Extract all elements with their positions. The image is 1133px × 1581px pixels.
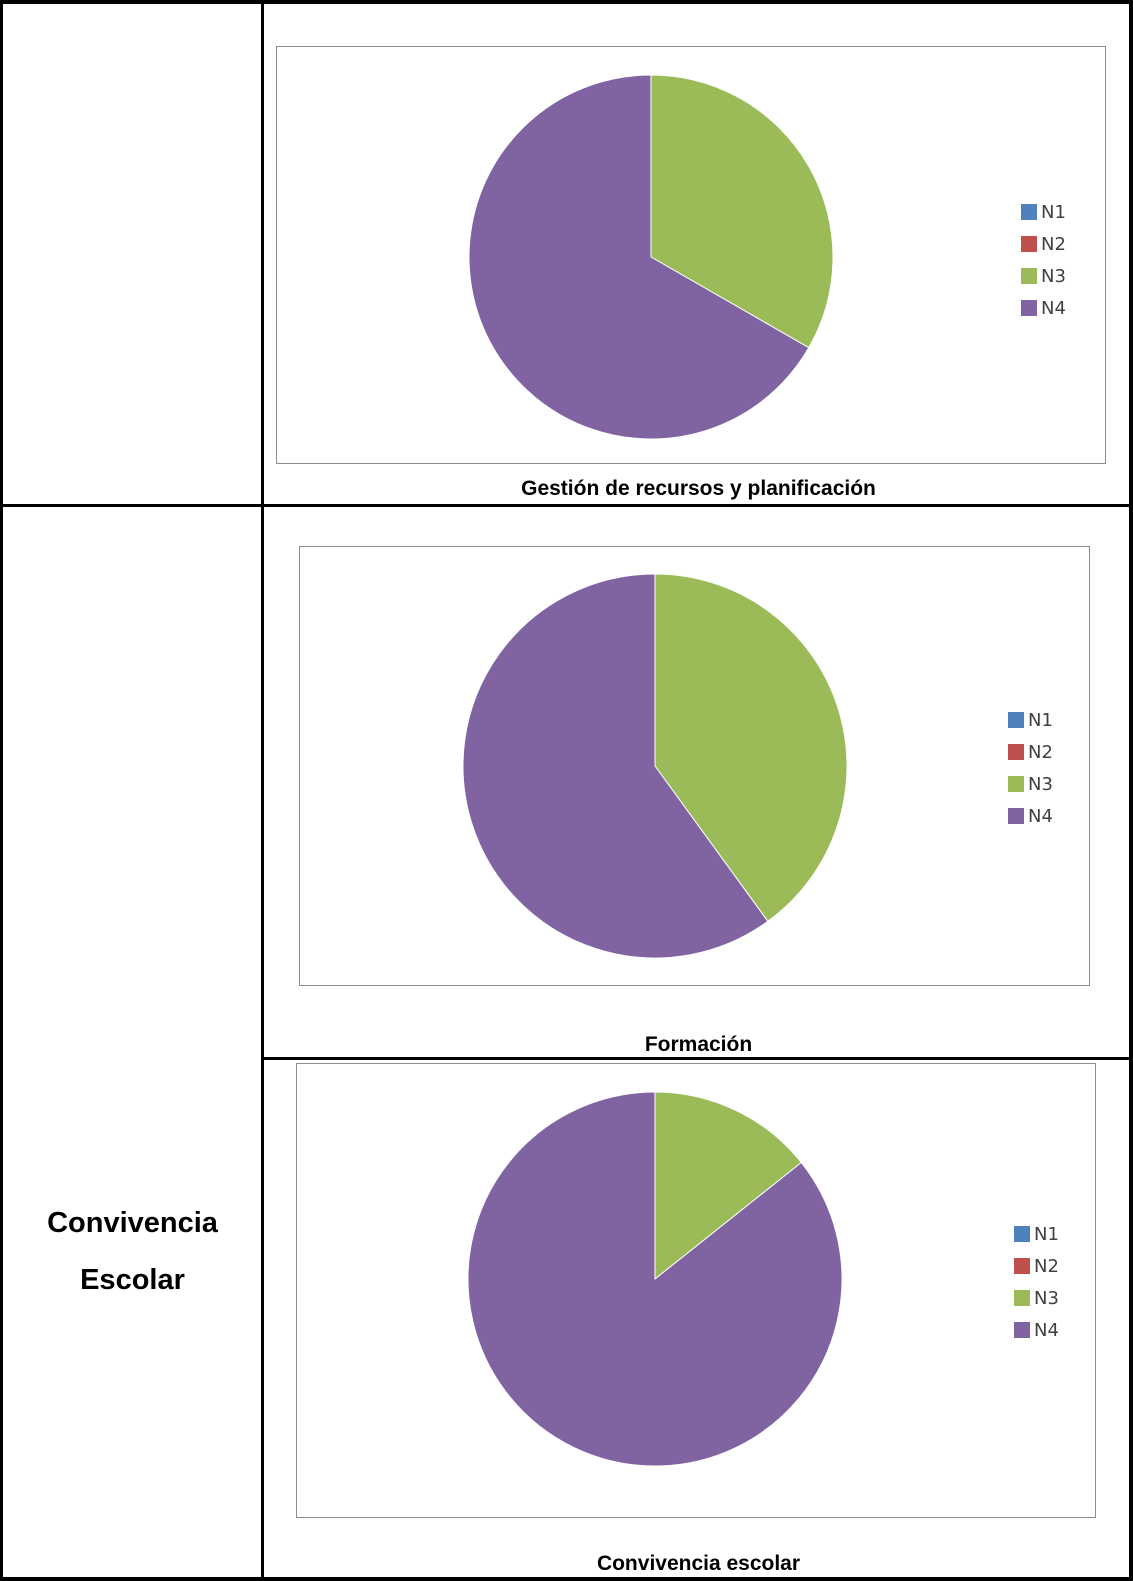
legend-swatch-n1 (1008, 712, 1024, 728)
legend-item-n2: N2 (1021, 228, 1066, 260)
pie-chart-formacion: N1 N2 N3 N4 (299, 546, 1090, 986)
legend-label-n1: N1 (1028, 709, 1053, 731)
legend-label-n1: N1 (1034, 1223, 1059, 1245)
chart-legend: N1 N2 N3 N4 (1014, 1218, 1059, 1346)
table-border-left (0, 0, 3, 1581)
chart-legend: N1 N2 N3 N4 (1021, 196, 1066, 324)
legend-item-n4: N4 (1008, 800, 1053, 832)
legend-label-n2: N2 (1028, 741, 1053, 763)
legend-label-n1: N1 (1041, 201, 1066, 223)
column-divider (261, 0, 264, 1581)
legend-label-n2: N2 (1034, 1255, 1059, 1277)
table-border-top (0, 0, 1133, 4)
legend-swatch-n2 (1008, 744, 1024, 760)
legend-item-n3: N3 (1014, 1282, 1059, 1314)
legend-swatch-n4 (1014, 1322, 1030, 1338)
legend-swatch-n1 (1014, 1226, 1030, 1242)
legend-label-n3: N3 (1034, 1287, 1059, 1309)
chart-caption-convivencia: Convivencia escolar (596, 1552, 801, 1575)
pie-slice-n3 (654, 573, 848, 923)
chart-caption-formacion: Formación (644, 1033, 753, 1056)
section-label: Convivencia Escolar (10, 1195, 255, 1309)
chart-caption-gestion: Gestión de recursos y planificación (521, 477, 876, 500)
legend-swatch-n2 (1014, 1258, 1030, 1274)
legend-swatch-n4 (1021, 300, 1037, 316)
legend-swatch-n2 (1021, 236, 1037, 252)
legend-swatch-n3 (1014, 1290, 1030, 1306)
row-divider-2 (262, 1057, 1133, 1060)
legend-item-n1: N1 (1008, 704, 1053, 736)
pie-chart-gestion-svg (468, 74, 834, 440)
legend-item-n3: N3 (1021, 260, 1066, 292)
legend-label-n4: N4 (1041, 297, 1066, 319)
legend-item-n3: N3 (1008, 768, 1053, 800)
legend-label-n3: N3 (1028, 773, 1053, 795)
pie-slice-n3 (650, 74, 834, 349)
table-border-bottom (0, 1577, 1133, 1581)
legend-item-n1: N1 (1014, 1218, 1059, 1250)
section-label-line1: Convivencia (47, 1207, 218, 1239)
table-border-right (1129, 0, 1133, 1581)
pie-slice-n4 (462, 573, 769, 959)
legend-item-n2: N2 (1014, 1250, 1059, 1282)
chart-legend: N1 N2 N3 N4 (1008, 704, 1053, 832)
pie-slice-n4 (467, 1091, 843, 1467)
pie-chart-gestion: N1 N2 N3 N4 (276, 46, 1106, 464)
pie-slice-n3 (654, 1091, 803, 1281)
legend-item-n4: N4 (1021, 292, 1066, 324)
legend-swatch-n1 (1021, 204, 1037, 220)
pie-slice-n4 (468, 74, 810, 440)
pie-chart-formacion-svg (462, 573, 848, 959)
legend-label-n4: N4 (1034, 1319, 1059, 1341)
legend-item-n2: N2 (1008, 736, 1053, 768)
legend-label-n4: N4 (1028, 805, 1053, 827)
legend-label-n2: N2 (1041, 233, 1066, 255)
legend-swatch-n3 (1008, 776, 1024, 792)
section-label-line2: Escolar (80, 1264, 185, 1296)
legend-swatch-n4 (1008, 808, 1024, 824)
pie-chart-convivencia-svg (467, 1091, 843, 1467)
legend-item-n1: N1 (1021, 196, 1066, 228)
legend-label-n3: N3 (1041, 265, 1066, 287)
pie-chart-convivencia: N1 N2 N3 N4 (296, 1063, 1096, 1518)
legend-item-n4: N4 (1014, 1314, 1059, 1346)
legend-swatch-n3 (1021, 268, 1037, 284)
row-divider-1 (0, 504, 1133, 507)
